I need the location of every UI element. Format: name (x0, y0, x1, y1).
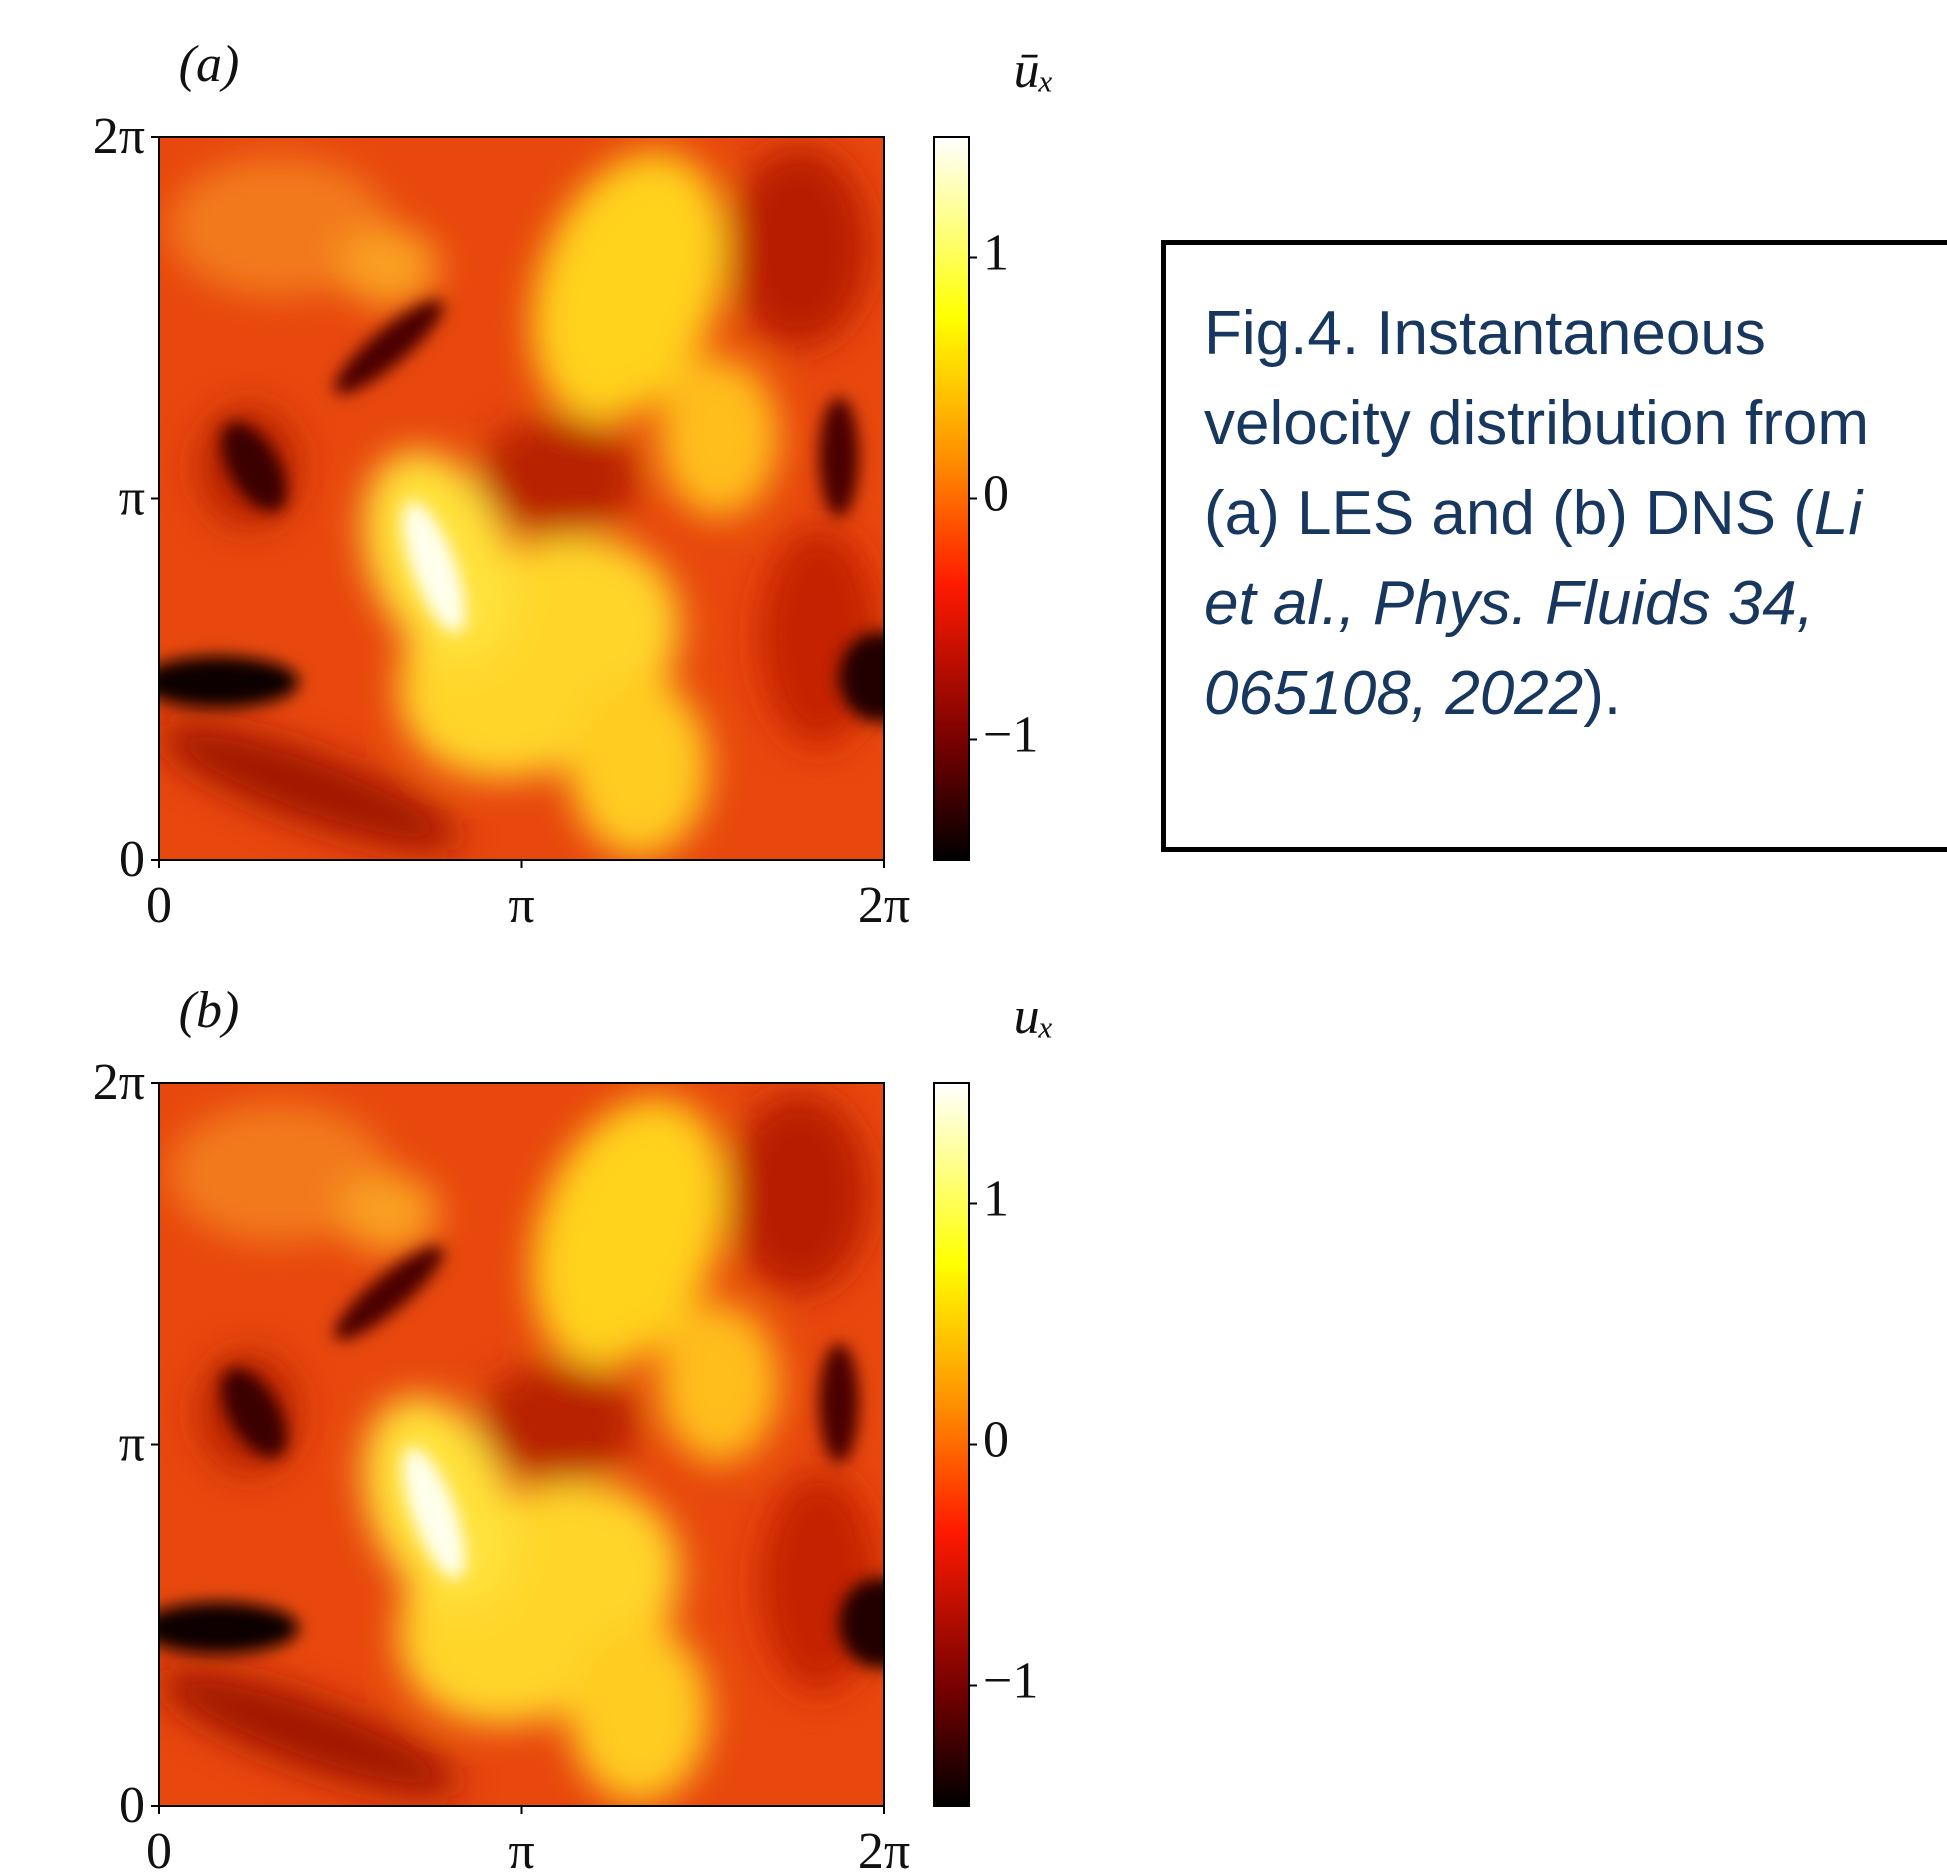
colorbar (933, 136, 970, 861)
panel-label: (a) (179, 36, 240, 93)
colorbar (933, 1082, 970, 1807)
x-tick-label: 0 (146, 877, 172, 934)
colorbar-tick-label: 0 (983, 1411, 1009, 1468)
colorbar-tick-label: 1 (983, 224, 1009, 281)
x-tick-label: 2π (858, 1823, 910, 1873)
colorbar-label: ūₓ (1014, 42, 1055, 99)
x-tick-label: 0 (146, 1823, 172, 1873)
caption: Fig.4. Instantaneous velocity distributi… (1204, 289, 1904, 739)
y-tick-label: 2π (93, 1054, 145, 1111)
y-tick-label: 0 (119, 1777, 145, 1834)
colorbar-tick-label: 0 (983, 465, 1009, 522)
x-tick-label: π (508, 877, 534, 934)
x-tick-label: 2π (858, 877, 910, 934)
heatmap-field (139, 1071, 919, 1821)
colorbar-tick-label: −1 (983, 706, 1038, 763)
y-tick-label: π (119, 469, 145, 526)
panel-label: (b) (179, 982, 240, 1039)
caption-text: ). (1583, 659, 1622, 728)
colorbar-label: uₓ (1014, 988, 1055, 1045)
heatmap-field (139, 125, 919, 875)
y-tick-label: 0 (119, 831, 145, 888)
caption-citation: Li et al., Phys. Fluids 34, 065108, 2022 (1204, 479, 1863, 728)
colorbar-tick-label: 1 (983, 1170, 1009, 1227)
y-tick-label: 2π (93, 108, 145, 165)
caption-text: Fig.4. Instantaneous velocity distributi… (1204, 299, 1870, 548)
x-tick-label: π (508, 1823, 534, 1873)
caption-box: Fig.4. Instantaneous velocity distributi… (1161, 240, 1947, 852)
y-tick-label: π (119, 1415, 145, 1472)
colorbar-tick-label: −1 (983, 1652, 1038, 1709)
